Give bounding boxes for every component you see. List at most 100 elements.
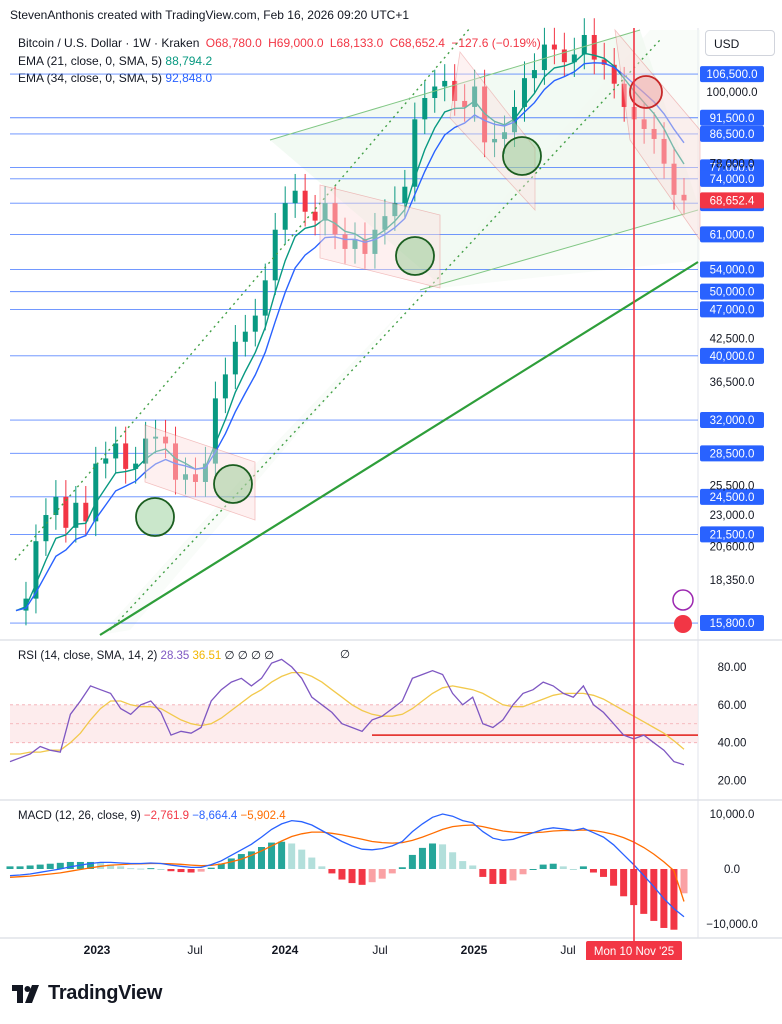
rsi-legend[interactable]: RSI (14, close, SMA, 14, 2) 28.35 36.51 … [18, 648, 274, 662]
ohlc-low: L68,133.0 [329, 36, 384, 50]
rsi-ma-value: 36.51 [192, 650, 222, 662]
ascending-channel-fill [270, 30, 700, 285]
lightning-badge-icon [672, 589, 694, 611]
candle-body [641, 119, 647, 129]
channel-lower-dotted-line [109, 39, 661, 631]
candle-body [442, 80, 448, 87]
macd-histogram-bar [469, 865, 477, 869]
ema34-line [15, 62, 685, 612]
candle-body [621, 83, 627, 107]
level-price-label: 91,500.0 [710, 113, 755, 125]
candle-body [133, 463, 139, 469]
candle-body [661, 138, 667, 164]
candle-body [382, 216, 388, 230]
candle-body [173, 443, 179, 480]
macd-histogram-bar [308, 857, 316, 869]
candle-body [163, 436, 169, 444]
macd-legend[interactable]: MACD (12, 26, close, 9) −2,761.9 −8,664.… [18, 810, 286, 822]
macd-histogram-bar [388, 869, 396, 874]
candle-body [551, 44, 557, 50]
macd-histogram-bar [459, 861, 467, 869]
macd-histogram-bar [398, 867, 406, 869]
level-price-label: 74,000.0 [710, 174, 755, 186]
tradingview-logo-icon [12, 984, 39, 1003]
candle-body [591, 34, 597, 60]
candle-body [332, 203, 338, 235]
tradingview-logo[interactable]: TradingView [12, 982, 162, 1005]
macd-histogram-bar [549, 863, 557, 869]
candle-body [402, 186, 408, 204]
price-tick-label: 36,500.0 [710, 377, 755, 389]
macd-histogram-bar [348, 869, 356, 884]
macd-histogram-bar [600, 869, 608, 877]
ema21-value: 88,794.2 [165, 54, 213, 68]
level-price-tag [700, 347, 764, 364]
time-tick-label: 2024 [272, 943, 299, 957]
macd-histogram-bar [509, 869, 517, 881]
candle-body [202, 463, 208, 482]
level-price-tag [700, 170, 764, 187]
candle-body [153, 436, 159, 439]
macd-tick-label: 0.0 [724, 864, 740, 876]
macd-histogram-bar [489, 869, 497, 884]
macd-histogram-bar [237, 854, 245, 869]
candle-body [452, 80, 458, 101]
candle-body [23, 598, 29, 611]
macd-histogram-bar [589, 869, 597, 873]
macd-histogram-value: −2,761.9 [143, 810, 190, 822]
ohlc-open: O68,780.0 [205, 36, 262, 50]
ema-cross-circle-2 [213, 464, 253, 504]
price-tick-label: 23,000.0 [710, 510, 755, 522]
level-price-tag [700, 412, 764, 429]
macd-histogram-bar [197, 869, 205, 872]
level-price-label: 106,500.0 [706, 69, 757, 81]
candle-body [601, 59, 607, 65]
macd-histogram-bar [187, 869, 195, 873]
candle-body [272, 229, 278, 281]
candle-body [372, 229, 378, 254]
candle-body [561, 49, 567, 63]
rsi-line [9, 658, 685, 766]
time-tick-label: 2025 [461, 943, 488, 957]
macd-histogram-bar [610, 869, 618, 886]
macd-signal-value: −5,902.4 [240, 810, 286, 822]
macd-histogram-bar [6, 866, 14, 869]
macd-tick-label: 10,000.0 [710, 809, 755, 821]
candle-body [232, 341, 238, 375]
macd-histogram-bar [278, 841, 286, 869]
macd-histogram-bar [640, 869, 648, 914]
macd-line-value: −8,664.4 [192, 810, 238, 822]
crosshair-date-tag [586, 941, 682, 960]
time-tick-label: Jul [187, 943, 202, 957]
macd-histogram-bar [499, 869, 507, 884]
macd-histogram-bar [167, 869, 175, 872]
ohlc-close: C68,652.4 [389, 36, 445, 50]
macd-histogram-bar [539, 864, 547, 869]
trend-channel-fill [100, 30, 700, 635]
level-price-tag [700, 301, 764, 318]
level-price-label: 15,800.0 [710, 618, 755, 630]
last-price-label: 68,652.4 [710, 195, 755, 207]
price-tick-label: 18,350.0 [710, 575, 755, 587]
candle-body [571, 54, 577, 63]
candle-body [322, 203, 328, 221]
candle-body [63, 496, 69, 528]
ema21-legend[interactable]: EMA (21, close, 0, SMA, 5) 88,794.2 [18, 54, 212, 68]
candle-body [492, 138, 498, 143]
currency-button[interactable]: USD [705, 30, 775, 56]
candle-body [671, 163, 677, 195]
macd-histogram-bar [569, 869, 577, 870]
macd-histogram-bar [479, 869, 487, 877]
macd-histogram-bar [207, 867, 215, 869]
level-price-tag [700, 445, 764, 462]
macd-histogram-bar [157, 869, 165, 870]
macd-histogram-bar [680, 869, 688, 894]
price-tick-label: 100,000.0 [706, 87, 757, 99]
candle-body [252, 315, 258, 332]
level-price-tag [700, 615, 764, 632]
rsi-tick-label: 20.00 [718, 776, 747, 788]
macd-histogram-bar [318, 866, 326, 869]
level-price-label: 47,000.0 [710, 304, 755, 316]
chart-canvas[interactable]: 106,500.091,500.086,500.077,000.074,000.… [0, 0, 782, 960]
macd-histogram-bar [16, 866, 24, 869]
